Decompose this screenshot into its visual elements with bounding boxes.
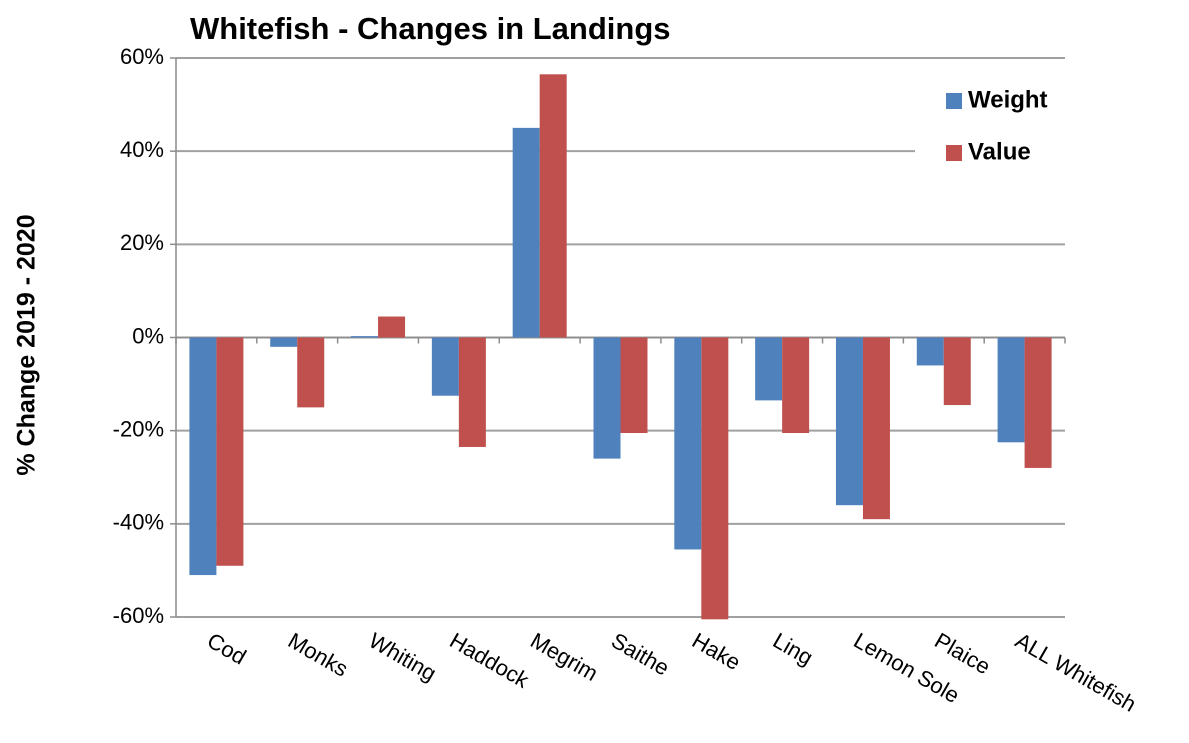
bar — [701, 337, 729, 620]
bar — [997, 337, 1025, 443]
bar — [862, 337, 890, 520]
bar — [431, 337, 459, 396]
x-tick-label: Plaice — [930, 628, 994, 680]
legend-label: Weight — [968, 86, 1048, 113]
bar — [458, 337, 486, 447]
y-tick-label: 40% — [120, 137, 164, 162]
bar — [270, 337, 298, 347]
bar — [1024, 337, 1052, 468]
y-tick-label: 20% — [120, 230, 164, 255]
bar — [835, 337, 863, 506]
legend-swatch — [946, 93, 962, 109]
x-tick-label: Hake — [688, 628, 745, 675]
legend-box — [915, 78, 1065, 178]
bar — [378, 316, 406, 338]
bar — [782, 337, 810, 433]
x-tick-label: Saithe — [607, 628, 674, 681]
y-tick-label: 60% — [120, 44, 164, 69]
bar — [916, 337, 944, 366]
y-tick-label: -60% — [113, 603, 164, 628]
bar — [593, 337, 621, 459]
x-tick-label: Monks — [284, 628, 353, 682]
chart-title: Whitefish - Changes in Landings — [190, 11, 671, 46]
bar — [512, 127, 540, 338]
legend-label: Value — [968, 138, 1031, 165]
y-axis-label: % Change 2019 - 2020 — [13, 214, 41, 475]
bar — [674, 337, 702, 550]
bar — [539, 74, 567, 338]
y-tick-label: -20% — [113, 416, 164, 441]
x-tick-label: Ling — [769, 628, 818, 670]
bar — [943, 337, 971, 406]
bar — [189, 337, 217, 576]
x-tick-label: Megrim — [526, 628, 602, 686]
y-tick-label: -40% — [113, 510, 164, 535]
x-tick-label: Haddock — [445, 628, 534, 694]
x-tick-label: Cod — [203, 628, 250, 670]
bar — [755, 337, 783, 401]
bar — [297, 337, 325, 408]
x-tick-label: ALL Whitefish — [1011, 628, 1140, 717]
y-tick-label: 0% — [132, 323, 164, 348]
bar — [620, 337, 648, 433]
x-tick-label: Whiting — [365, 628, 441, 686]
legend-swatch — [946, 145, 962, 161]
bar — [351, 336, 379, 338]
bar — [216, 337, 244, 566]
